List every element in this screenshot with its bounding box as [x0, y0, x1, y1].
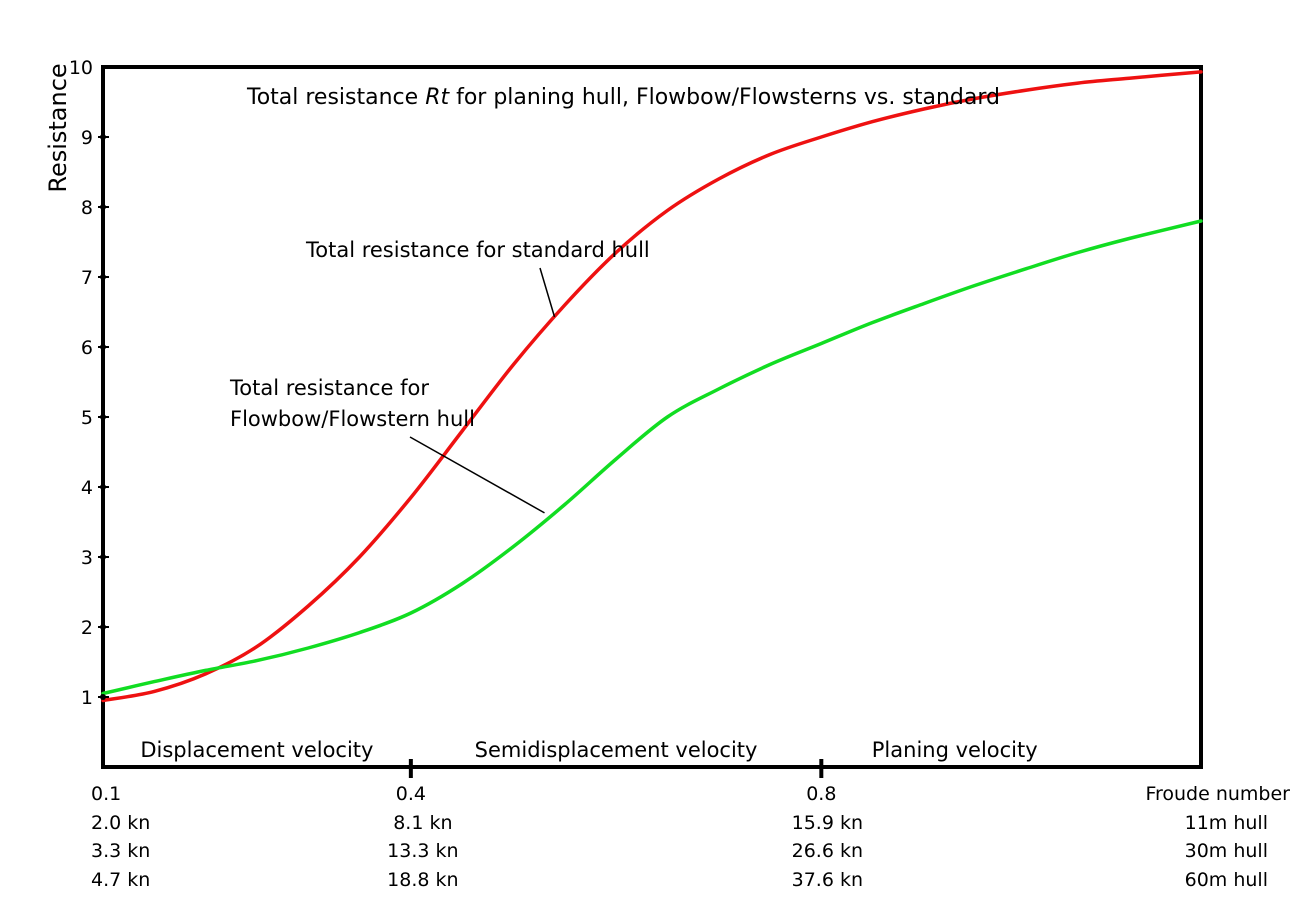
series-line-0: [101, 70, 1203, 703]
y-tick-dot: [100, 694, 106, 700]
x-speed-label: 18.8 kn: [387, 869, 458, 891]
x-speed-label: 4.7 kn: [91, 869, 150, 891]
x-speed-label: 11m hull: [1185, 812, 1268, 834]
y-tick-dot: [100, 624, 106, 630]
x-tick-label: 0.1: [91, 783, 121, 805]
y-tick-label: 9: [81, 127, 93, 149]
y-tick-label: 2: [81, 617, 93, 639]
x-speed-label: 13.3 kn: [387, 840, 458, 862]
y-tick-label: 10: [69, 57, 93, 79]
x-speed-label: 26.6 kn: [792, 840, 863, 862]
x-tick-label: Froude number: [1145, 783, 1290, 805]
annotation-label: Total resistance for: [229, 376, 429, 400]
region-label: Displacement velocity: [140, 738, 373, 762]
x-speed-label: 3.3 kn: [91, 840, 150, 862]
region-layer: Displacement velocity Semidisplacement ve…: [140, 738, 1037, 762]
series-layer: [101, 70, 1203, 703]
annotation-leader-line: [539, 267, 556, 318]
x-speed-label: 30m hull: [1185, 840, 1268, 862]
region-label: Planing velocity: [872, 738, 1038, 762]
x-speed-label: 37.6 kn: [792, 869, 863, 891]
chart-title: Total resistance Rt for planing hull, Fl…: [246, 85, 1000, 110]
y-tick-label: 8: [81, 197, 93, 219]
chart-title-suffix: for planing hull, Flowbow/Flowsterns vs.…: [449, 85, 1000, 110]
x-tick-label: 0.8: [806, 783, 836, 805]
y-tick-label: 7: [81, 267, 93, 289]
y-tick-label: 1: [81, 687, 93, 709]
series-line-1: [101, 219, 1203, 696]
y-tick-dot: [100, 344, 106, 350]
chart-title-prefix: Total resistance: [246, 85, 425, 110]
y-tick-dot: [100, 134, 106, 140]
x-speed-label: 15.9 kn: [792, 812, 863, 834]
y-tick-label: 6: [81, 337, 93, 359]
chart-title-italic: Rt: [425, 85, 450, 110]
y-axis-label: Resistance: [44, 63, 72, 192]
y-axis: 1 2 3 4 5 6 7 8 9 10: [69, 57, 109, 709]
y-tick-dot: [100, 274, 106, 280]
x-speed-label: 60m hull: [1185, 869, 1268, 891]
y-tick-dot: [100, 414, 106, 420]
annotation-leader-line: [409, 436, 545, 514]
y-tick-label: 4: [81, 477, 93, 499]
y-tick-label: 5: [81, 407, 93, 429]
x-speed-label: 2.0 kn: [91, 812, 150, 834]
y-tick-dot: [100, 204, 106, 210]
y-tick-dot: [100, 554, 106, 560]
annotation-label: Total resistance for standard hull: [305, 238, 650, 262]
annotation-label: Flowbow/Flowstern hull: [230, 407, 475, 431]
y-tick-label: 3: [81, 547, 93, 569]
annotation-layer: Total resistance for standard hull Total …: [229, 238, 650, 514]
y-tick-dot: [100, 484, 106, 490]
region-label: Semidisplacement velocity: [475, 738, 758, 762]
x-tick-label: 0.4: [396, 783, 426, 805]
x-speed-label: 8.1 kn: [393, 812, 452, 834]
x-axis: 0.1 2.0 kn 3.3 kn 4.7 kn 0.4 8.1 kn 13.3 kn 18.…: [91, 759, 1290, 891]
